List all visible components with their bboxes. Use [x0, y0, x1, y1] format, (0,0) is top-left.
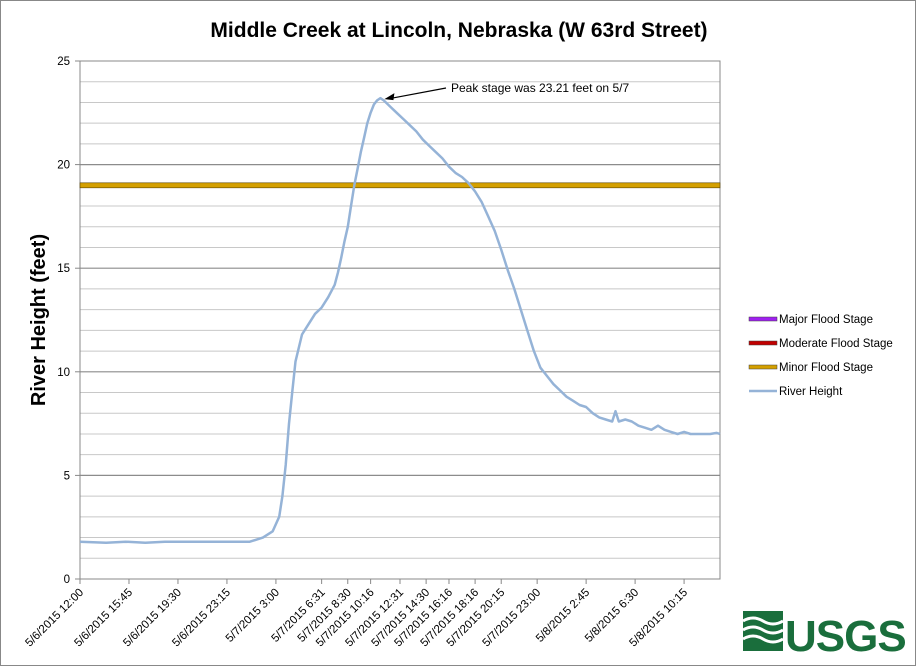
- y-tick-label: 25: [57, 56, 70, 68]
- y-axis-label: River Height (feet): [28, 234, 50, 406]
- y-tick-label: 0: [64, 574, 70, 586]
- usgs-logo-text: USGS: [785, 612, 906, 661]
- usgs-logo: USGS: [742, 611, 907, 661]
- minor-flood-stage-line: [79, 182, 721, 189]
- legend-swatch-moderate-flood-stage: [748, 340, 778, 346]
- y-tick-label: 15: [57, 263, 70, 275]
- y-tick-label: 20: [57, 160, 70, 172]
- y-tick-label: 5: [64, 470, 70, 482]
- legend-label-major-flood-stage: Major Flood Stage: [779, 314, 873, 326]
- chart-title: Middle Creek at Lincoln, Nebraska (W 63r…: [210, 19, 707, 42]
- legend-label-minor-flood-stage: Minor Flood Stage: [779, 362, 873, 374]
- legend-label-moderate-flood-stage: Moderate Flood Stage: [779, 338, 893, 350]
- y-tick-label: 10: [57, 367, 70, 379]
- peak-annotation: Peak stage was 23.21 feet on 5/7: [384, 81, 629, 101]
- legend-swatch-major-flood-stage: [748, 316, 778, 322]
- y-axis-ticks: 0 5 10 15 20 25: [57, 56, 80, 586]
- plot-area: [79, 60, 721, 580]
- legend: Major Flood Stage Moderate Flood Stage Min…: [748, 314, 893, 398]
- series-layer: [79, 96, 721, 544]
- flood-stage-lines: [79, 182, 721, 189]
- annotation-arrow: [392, 87, 447, 99]
- usgs-wave-icon: [742, 611, 784, 651]
- legend-swatch-minor-flood-stage: [748, 364, 778, 370]
- gridlines: [80, 81, 720, 559]
- annotation-arrowhead: [384, 93, 395, 101]
- legend-label-river-height: River Height: [779, 386, 843, 398]
- river-height-line: [79, 96, 721, 544]
- x-axis-ticks: 5/6/2015 12:005/6/2015 15:455/6/2015 19:…: [23, 579, 690, 649]
- annotation-text: Peak stage was 23.21 feet on 5/7: [451, 81, 629, 95]
